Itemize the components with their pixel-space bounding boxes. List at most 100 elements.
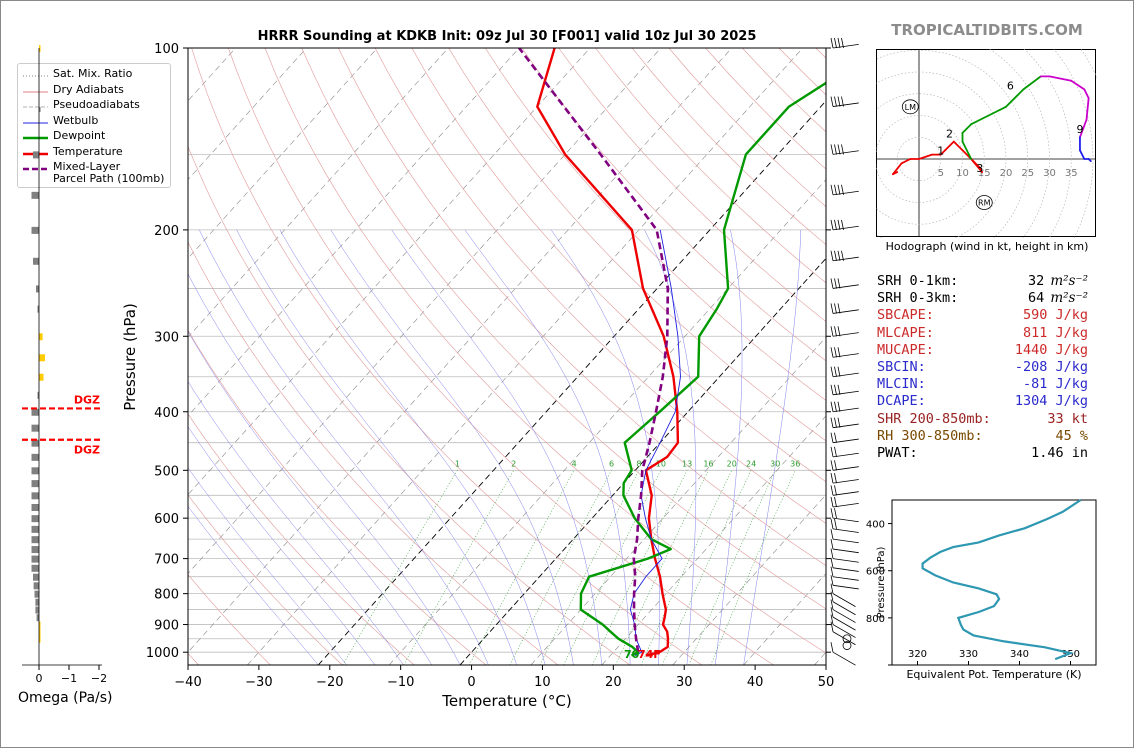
omega-bar [31, 564, 39, 572]
hodograph-segment [918, 153, 933, 160]
index-label: SBCIN: [877, 359, 926, 375]
hodograph-segment [1070, 79, 1086, 91]
mixing-ratio-label: 30 [770, 459, 780, 468]
omega-bar [31, 453, 39, 461]
x-tick-label: 20 [605, 675, 622, 690]
hodograph-segment [1083, 88, 1090, 99]
legend-label: Mixed-Layer [53, 160, 121, 173]
hodograph-segment [939, 149, 946, 156]
moist-adiabat-line [188, 505, 319, 665]
index-value: -81 J/kg [1023, 376, 1088, 392]
mixing-ratio-label: 10 [656, 459, 666, 468]
hodograph-ring-label: 35 [1065, 168, 1078, 179]
y-tick-label: 100 [154, 42, 179, 57]
wind-barb [830, 184, 859, 196]
isotherm-line [459, 257, 826, 665]
moist-adiabat-line [743, 229, 801, 665]
omega-bar [36, 614, 39, 622]
theta-e-x-tick-label: 320 [908, 649, 927, 660]
wind-barb [830, 326, 859, 337]
wind-barb [830, 575, 859, 590]
moist-adiabat-line [188, 426, 376, 665]
x-tick-label: 10 [534, 675, 551, 690]
hodograph-segment [952, 140, 964, 152]
hodograph-ring [876, 93, 985, 225]
dry-adiabat-line [188, 494, 343, 665]
omega-title: Omega (Pa/s) [18, 690, 113, 706]
index-row: MLCIN: -81 J/kg [877, 376, 1088, 393]
index-value: 64 m²s⁻² [1028, 290, 1088, 306]
isotherm-line [247, 48, 803, 665]
mixing-ratio-label: 1 [455, 459, 460, 468]
omega-bar [31, 515, 39, 523]
moist-adiabat-line [236, 229, 517, 665]
wind-barb [830, 548, 859, 563]
wind-barb [830, 583, 856, 607]
isotherm-line [317, 100, 826, 665]
index-unit: m²s⁻² [1050, 273, 1088, 289]
omega-bar [36, 285, 39, 293]
isotherm-line [388, 179, 826, 665]
mixing-ratio-label: 24 [746, 459, 756, 468]
mixing-ratio-label: 16 [703, 459, 713, 468]
index-label: DCAPE: [877, 393, 926, 410]
isotherm-line [188, 48, 449, 338]
omega-bar [37, 305, 39, 313]
dry-adiabat-line [338, 48, 826, 567]
mixing-ratio-line [539, 470, 640, 665]
index-label: PWAT: [877, 445, 918, 461]
y-tick-label: 1000 [146, 646, 179, 661]
hodograph-ring [988, 49, 1050, 238]
isotherm-line [530, 336, 826, 665]
legend-swatch [23, 122, 48, 123]
hodograph-segment [987, 105, 1007, 117]
index-label: SHR 200-850mb: [877, 410, 991, 427]
x-tick-label: 40 [747, 675, 764, 690]
wind-barb [830, 566, 859, 581]
index-label: MLCAPE: [877, 324, 934, 341]
omega-bar [39, 621, 41, 629]
hodograph-height-label: 6 [1007, 79, 1014, 92]
hodograph-segment [970, 114, 990, 126]
wind-barb [830, 460, 859, 471]
dgz-label: DGZ [74, 444, 100, 457]
theta-e-line [921, 499, 1082, 661]
index-row: MLCAPE: 811 J/kg [877, 325, 1088, 342]
legend-swatch [23, 75, 48, 77]
omega-tick-label: −1 [61, 672, 77, 685]
legend-swatch [23, 91, 48, 92]
hodograph-segment [891, 162, 903, 176]
index-unit: m²s⁻² [1050, 290, 1088, 307]
moist-adiabat-line [644, 229, 697, 665]
skewt-plot-frame [187, 47, 827, 666]
isotherm-line [188, 48, 733, 653]
omega-bar [39, 628, 41, 636]
hodograph-segment [1085, 97, 1090, 121]
legend-swatch [23, 167, 48, 171]
hodograph-ring [876, 49, 1029, 238]
chart-title: HRRR Sounding at KDKB Init: 09z Jul 30 [… [258, 29, 757, 44]
legend-label: Dry Adiabats [53, 82, 124, 96]
hodograph-height-label: 1 [937, 145, 944, 158]
theta-e-x-tick-label: 330 [959, 649, 978, 660]
omega-bar [39, 354, 45, 362]
index-value-number: 1440 J/kg [1014, 341, 1088, 358]
hodograph-ring [876, 71, 1007, 238]
hodograph-caption: Hodograph (wind in kt, height in km) [885, 240, 1089, 253]
storm-motion-marker [975, 195, 993, 210]
hodograph-height-label: 3 [976, 162, 983, 175]
omega-bar [35, 606, 39, 614]
legend-label: Temperature [53, 144, 123, 158]
wind-barb [830, 518, 859, 533]
mixing-ratio-line [342, 470, 458, 665]
y-tick-label: 900 [154, 619, 179, 634]
index-label: MUCAPE: [877, 341, 934, 358]
wind-barb [830, 621, 856, 646]
moist-adiabat-line [330, 229, 574, 665]
theta-e-y-tick-label: 800 [866, 614, 885, 625]
index-row: SRH 0-3km: 64 m²s⁻² [877, 290, 1088, 307]
index-label: RH 300-850mb: [877, 427, 983, 444]
y-tick-label: 200 [154, 224, 179, 239]
moist-adiabat-line [188, 381, 404, 665]
